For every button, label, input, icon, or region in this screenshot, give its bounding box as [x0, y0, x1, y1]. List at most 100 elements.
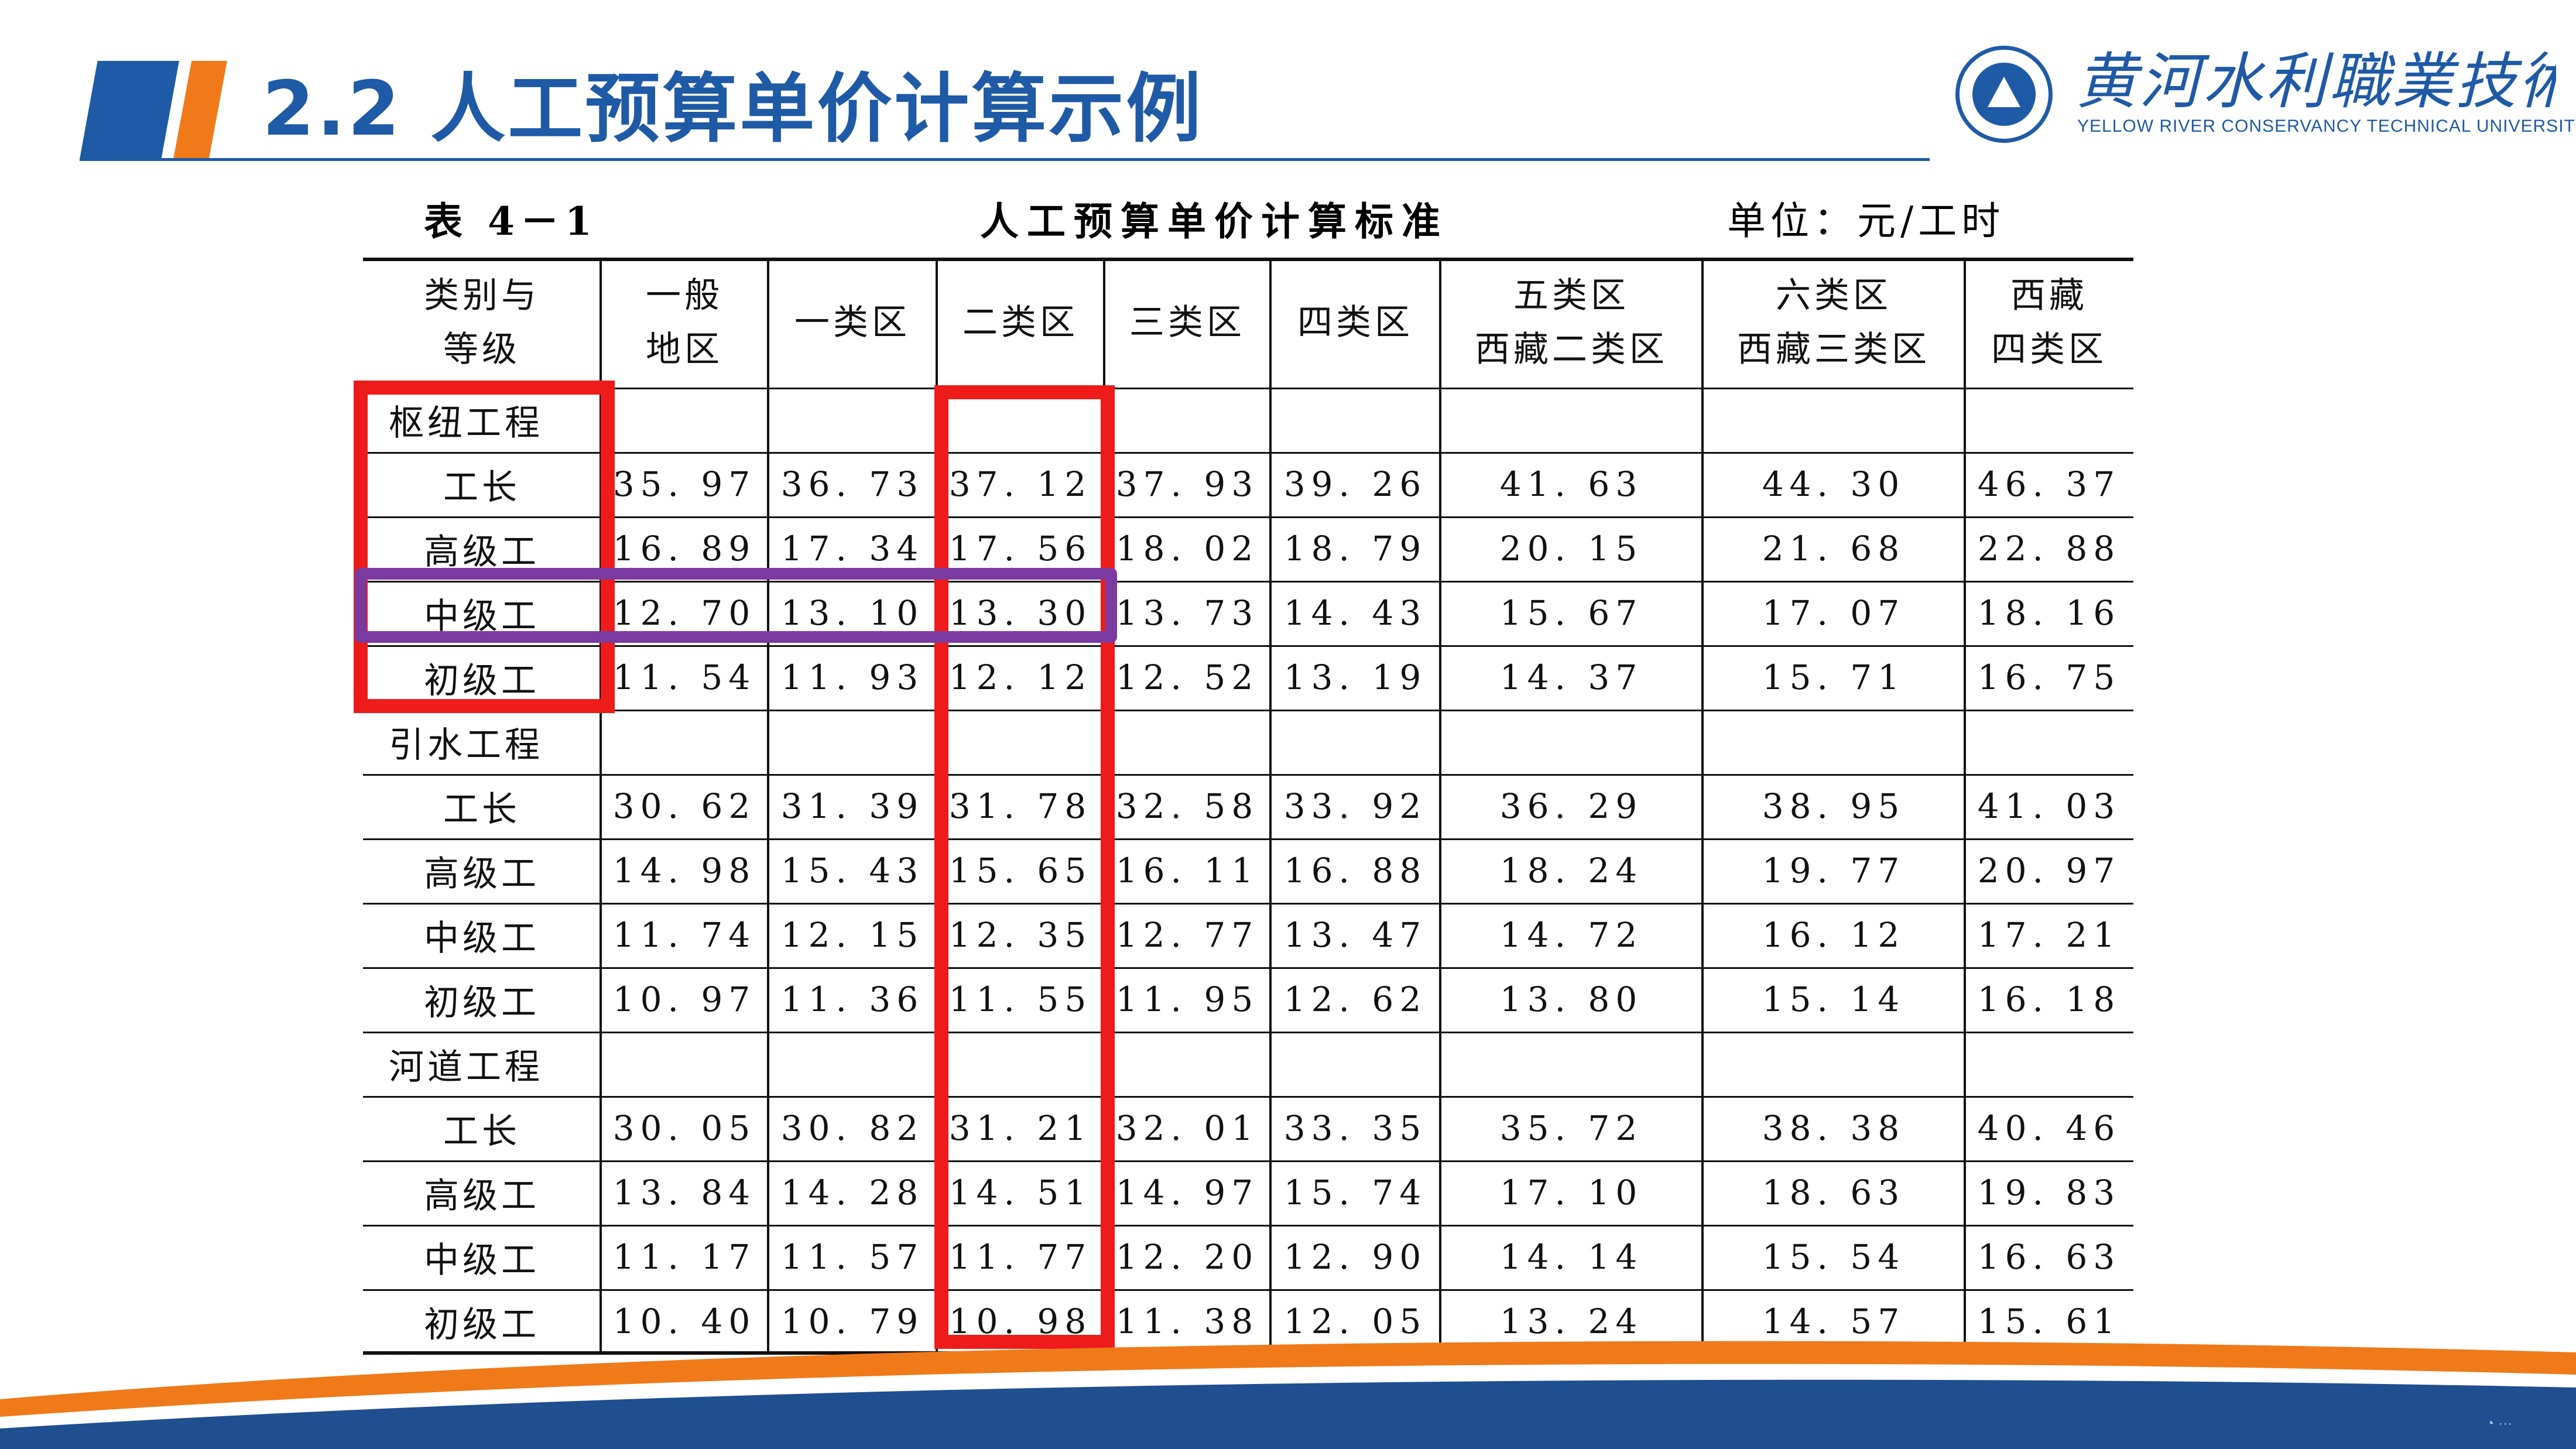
header-divider	[80, 158, 1930, 161]
table-cell: 18. 79	[1283, 529, 1427, 568]
table-cell: 36. 73	[780, 464, 924, 504]
table-header-line: 等级	[443, 329, 520, 370]
table-section-label: 枢纽工程	[389, 402, 543, 444]
table-row-rule	[363, 967, 2133, 969]
table-header-cell: 三类区	[1104, 258, 1270, 388]
university-name-cn: 黄河水利職業技術大學	[2076, 46, 2556, 117]
table-cell: 13. 19	[1283, 657, 1427, 697]
table-row-label: 中级工	[424, 595, 540, 637]
table-cell: 30. 05	[612, 1108, 756, 1148]
table-header-line: 西藏	[2010, 275, 2088, 316]
table-cell: 37. 93	[1115, 464, 1259, 504]
table-cell: 16. 63	[1977, 1237, 2121, 1277]
highlight-zone2-column	[934, 385, 1115, 1349]
table-cell: 30. 62	[612, 786, 756, 826]
table-cell: 13. 73	[1115, 593, 1259, 633]
table-cell: 12. 52	[1115, 657, 1259, 697]
table-cell: 15. 14	[1762, 979, 1906, 1019]
table-row-label: 初级工	[424, 660, 540, 701]
table-cell: 16. 75	[1977, 657, 2121, 697]
table-cell: 20. 15	[1499, 529, 1643, 568]
table-unit: 单位：元/工时	[1727, 198, 2005, 244]
table-row-label: 工长	[443, 789, 520, 830]
table-cell: 15. 43	[780, 851, 924, 890]
table-cell: 46. 37	[1977, 464, 2121, 504]
table-cell: 11. 77	[948, 1237, 1092, 1277]
table-header-line: 地区	[646, 329, 723, 370]
table-row-label: 高级工	[424, 531, 540, 573]
table-cell: 14. 57	[1762, 1301, 1906, 1341]
table-cell: 31. 21	[948, 1108, 1092, 1148]
highlight-project-column	[354, 381, 615, 713]
table-cell: 14. 97	[1115, 1173, 1259, 1212]
table-cell: 15. 65	[948, 851, 1092, 890]
table-cell: 31. 39	[780, 786, 924, 826]
table-header-line: 六类区	[1776, 275, 1892, 316]
header-accent-orange	[173, 61, 227, 159]
table-cell: 12. 77	[1115, 915, 1259, 955]
table-header-line: 一般	[646, 275, 723, 316]
table-header-cell: 二类区	[937, 258, 1104, 388]
table-cell: 31. 78	[948, 786, 1092, 826]
table-cell: 17. 21	[1977, 915, 2121, 955]
table-cell: 14. 28	[780, 1173, 924, 1212]
table-cell: 14. 37	[1499, 657, 1643, 697]
table-cell: 14. 14	[1499, 1237, 1643, 1277]
table-cell: 41. 03	[1977, 786, 2121, 826]
table-cell: 11. 74	[612, 915, 756, 955]
table-cell: 12. 70	[612, 593, 756, 633]
table-column-rule	[1439, 258, 1441, 1354]
table-section-label: 引水工程	[389, 724, 543, 766]
table-header-line: 四类区	[1991, 329, 2107, 370]
table-cell: 18. 16	[1977, 593, 2121, 633]
table-cell: 11. 17	[612, 1237, 756, 1277]
table-cell: 17. 56	[948, 529, 1092, 568]
table-row-label: 初级工	[424, 1304, 540, 1345]
footer-wave-decoration	[0, 1341, 2576, 1449]
table-row-label: 中级工	[424, 917, 540, 959]
table-cell: 15. 54	[1762, 1237, 1906, 1277]
table-cell: 36. 29	[1499, 786, 1643, 826]
table-header-cell: 五类区 西藏二类区	[1440, 258, 1703, 388]
table-column-rule	[600, 258, 602, 1354]
table-cell: 41. 63	[1499, 464, 1643, 504]
table-row-label: 高级工	[424, 1175, 540, 1217]
table-cell: 18. 63	[1762, 1173, 1906, 1212]
table-cell: 10. 40	[612, 1301, 756, 1341]
table-cell: 17. 07	[1762, 593, 1906, 633]
table-cell: 18. 24	[1499, 851, 1643, 890]
table-row-rule	[363, 710, 2133, 711]
table-cell: 32. 58	[1115, 786, 1259, 826]
table-cell: 16. 88	[1283, 851, 1427, 890]
table-row-label: 高级工	[424, 853, 540, 895]
table-cell: 38. 38	[1762, 1108, 1906, 1148]
table-header-line: 五类区	[1513, 275, 1629, 316]
table-header-line: 西藏二类区	[1475, 329, 1668, 370]
table-cell: 12. 15	[780, 915, 924, 955]
table-cell: 16. 12	[1762, 915, 1906, 955]
table-row-label: 工长	[443, 1111, 520, 1152]
table-cell: 33. 92	[1283, 786, 1427, 826]
table-header-cell: 一般 地区	[601, 258, 768, 388]
table-cell: 13. 84	[612, 1173, 756, 1212]
table-cell: 20. 97	[1977, 851, 2121, 890]
table-cell: 33. 35	[1283, 1108, 1427, 1148]
table-cell: 10. 98	[948, 1301, 1092, 1341]
table-header-cell: 四类区	[1270, 258, 1440, 388]
table-cell: 21. 68	[1762, 529, 1906, 568]
table-cell: 11. 54	[612, 657, 756, 697]
university-name-en: YELLOW RIVER CONSERVANCY TECHNICAL UNIVE…	[2077, 117, 2576, 136]
table-cell: 22. 88	[1977, 529, 2121, 568]
table-row-rule	[363, 645, 2133, 647]
table-row-rule	[363, 1289, 2133, 1291]
table-header-cell: 类别与 等级	[363, 258, 601, 388]
table-cell: 19. 83	[1977, 1173, 2121, 1212]
table-cell: 11. 57	[780, 1237, 924, 1277]
table-row-rule	[363, 516, 2133, 518]
table-cell: 12. 90	[1283, 1237, 1427, 1277]
table-column-rule	[1269, 258, 1272, 1354]
table-cell: 15. 67	[1499, 593, 1643, 633]
table-cell: 12. 35	[948, 915, 1092, 955]
table-column-rule	[767, 258, 769, 1354]
table-section-label: 河道工程	[389, 1046, 543, 1088]
